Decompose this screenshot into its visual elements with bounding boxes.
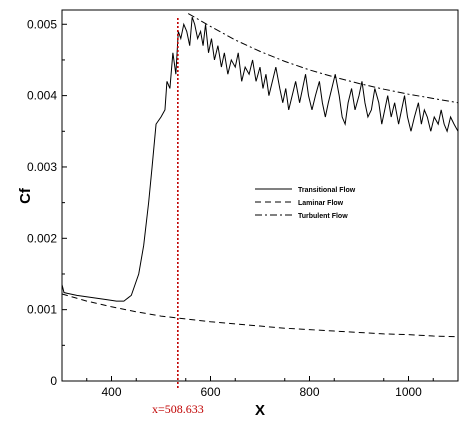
x-tick-label: 400 — [101, 385, 121, 399]
x-tick-label: 600 — [200, 385, 220, 399]
y-tick-label: 0.004 — [27, 89, 57, 103]
x-tick-label: 800 — [299, 385, 319, 399]
marker-group: x=508.633 — [152, 18, 204, 416]
y-tick-label: 0 — [50, 374, 57, 388]
y-tick-label: 0.002 — [27, 231, 57, 245]
series-line-turbulent-flow — [187, 13, 459, 104]
x-axis-title: X — [255, 402, 265, 419]
tick-labels: 400 600 800 1000 0 0.001 0.002 0.003 0.004 0.005 — [27, 17, 422, 399]
x-tick-label: 1000 — [395, 385, 422, 399]
series-lines — [61, 13, 459, 338]
y-tick-label: 0.005 — [27, 17, 57, 31]
y-tick-label: 0.003 — [27, 160, 57, 174]
marker-label: x=508.633 — [152, 402, 204, 416]
series-line-laminar-flow — [61, 293, 459, 338]
tick-marks — [62, 23, 434, 382]
y-axis-title: Cf — [17, 187, 34, 204]
legend-label: Turbulent Flow — [298, 213, 348, 220]
plot-frame — [61, 9, 459, 382]
legend: Transitional Flow Laminar Flow Turbulent F… — [255, 187, 356, 220]
legend-label: Laminar Flow — [298, 200, 344, 207]
legend-label: Transitional Flow — [298, 187, 356, 194]
series-line-transitional-flow — [61, 16, 459, 302]
y-tick-label: 0.001 — [27, 303, 57, 317]
